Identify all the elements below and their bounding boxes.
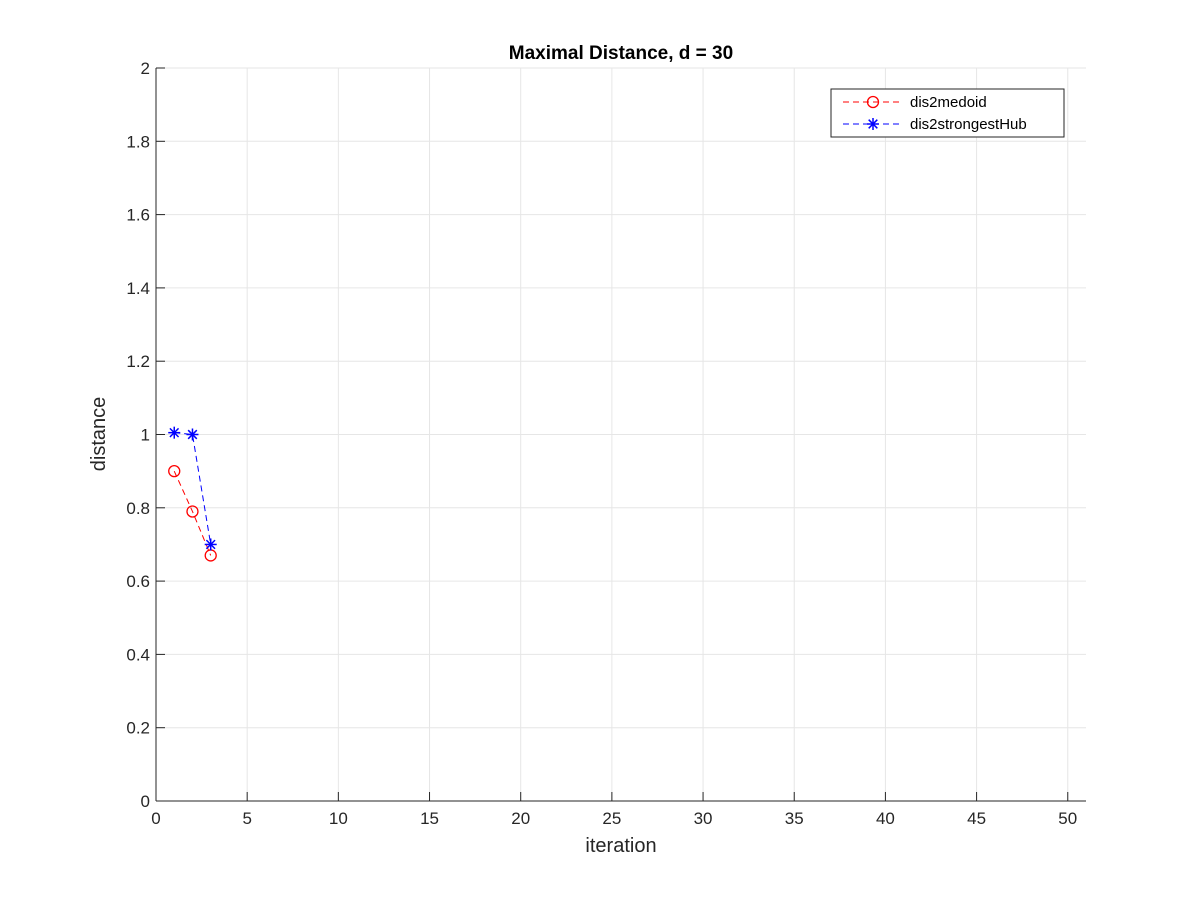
y-tick-label: 0.8: [126, 499, 150, 518]
y-tick-label: 1.2: [126, 352, 150, 371]
legend-label: dis2strongestHub: [910, 116, 1027, 133]
x-tick-label: 50: [1058, 809, 1077, 828]
x-tick-label: 25: [602, 809, 621, 828]
x-tick-label: 20: [511, 809, 530, 828]
x-tick-label: 10: [329, 809, 348, 828]
x-tick-label: 45: [967, 809, 986, 828]
x-axis-label: iteration: [585, 835, 656, 857]
y-tick-label: 0.4: [126, 645, 150, 664]
legend-marker: [867, 118, 879, 130]
x-tick-label: 15: [420, 809, 439, 828]
y-tick-label: 2: [141, 59, 150, 78]
x-tick-label: 35: [785, 809, 804, 828]
data-point: [186, 505, 199, 518]
x-tick-label: 30: [694, 809, 713, 828]
legend: dis2medoid dis2strongestHub: [830, 88, 1065, 138]
legend-label: dis2medoid: [910, 94, 987, 111]
y-tick-label: 1.4: [126, 279, 150, 298]
grid: [155, 67, 1086, 802]
series-line: [174, 432, 212, 545]
data-point: [186, 428, 199, 441]
data-point: [168, 464, 181, 478]
y-tick-label: 0.6: [126, 572, 150, 591]
series-dis2strongestHub: [168, 426, 217, 551]
series-line: [173, 470, 212, 556]
y-tick-label: 1.8: [126, 132, 150, 151]
y-axis-label: distance: [88, 397, 110, 472]
chart-title: Maximal Distance, d = 30: [509, 43, 733, 64]
ticks: 0 5 10 15 20 25 30 35 40 45 50 0 0.2 0.4 0.6 0.8 1 1.2 1.4…: [126, 59, 1077, 828]
series: [168, 426, 217, 562]
x-tick-label: 0: [151, 809, 160, 828]
x-tick-label: 40: [876, 809, 895, 828]
legend-marker: [866, 95, 880, 109]
x-tick-label: 5: [242, 809, 251, 828]
y-tick-label: 0: [141, 792, 150, 811]
y-tick-label: 0.2: [126, 719, 150, 738]
data-point: [168, 426, 181, 439]
data-point: [204, 538, 217, 551]
y-tick-label: 1: [141, 426, 150, 445]
legend-item: dis2medoid: [843, 94, 987, 111]
legend-item: dis2strongestHub: [843, 116, 1027, 133]
y-tick-label: 1.6: [126, 206, 150, 225]
